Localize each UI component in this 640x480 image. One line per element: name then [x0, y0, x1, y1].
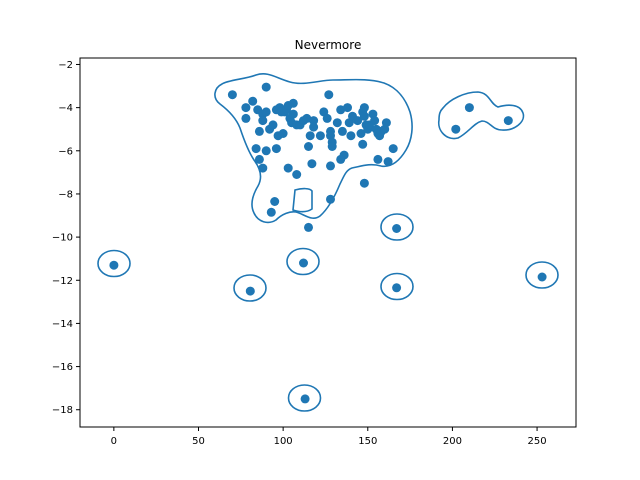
scatter-point	[451, 124, 461, 134]
contour-point-0	[97, 249, 131, 278]
scatter-point	[346, 131, 356, 141]
scatter-point	[370, 116, 380, 126]
x-tick-label: 150	[358, 436, 377, 447]
scatter-point	[254, 126, 264, 136]
scatter-point	[241, 113, 251, 123]
x-tick-label: 250	[528, 436, 547, 447]
scatter-point	[315, 131, 325, 141]
contour-point-6	[525, 261, 559, 289]
scatter-point	[258, 116, 268, 126]
scatter-point	[299, 258, 308, 268]
scatter-point	[288, 98, 298, 108]
scatter-point	[503, 116, 513, 126]
scatter-point	[261, 146, 271, 156]
contour-point-3	[287, 384, 322, 412]
contour-point-2	[286, 247, 320, 276]
contour-main-cluster	[214, 73, 413, 224]
scatter-point	[326, 194, 335, 204]
y-tick-label: −18	[52, 405, 73, 416]
scatter-point	[254, 154, 264, 164]
scatter-point	[307, 159, 317, 169]
x-tick-label: 100	[274, 436, 293, 447]
chart-title: Nevermore	[295, 38, 362, 52]
scatter-point	[356, 129, 366, 138]
scatter-point	[392, 224, 402, 233]
contour-point-4	[380, 213, 414, 241]
scatter-point	[292, 170, 302, 179]
scatter-point	[309, 116, 319, 126]
scatter-point	[337, 126, 347, 136]
x-tick-label: 200	[443, 436, 462, 447]
x-tick-label: 0	[111, 436, 117, 447]
scatter-points	[109, 82, 547, 404]
scatter-point	[327, 142, 337, 151]
scatter-point	[358, 139, 368, 149]
scatter-point	[268, 120, 278, 130]
scatter-point	[304, 222, 313, 232]
y-tick-label: −12	[52, 276, 73, 287]
y-tick-label: −2	[58, 60, 73, 71]
x-tick-label: 50	[192, 436, 205, 447]
scatter-point	[336, 154, 346, 164]
scatter-point	[251, 144, 261, 154]
scatter-point	[258, 163, 268, 173]
scatter-point	[381, 118, 391, 128]
scatter-point	[248, 96, 258, 106]
scatter-point	[353, 116, 363, 126]
scatter-point	[266, 207, 276, 217]
scatter-point	[245, 286, 255, 296]
scatter-point	[270, 197, 280, 206]
scatter-point	[304, 142, 313, 151]
scatter-point	[343, 103, 352, 113]
scatter-point	[302, 113, 312, 123]
scatter-point	[278, 129, 288, 138]
scatter-point	[383, 157, 393, 167]
scatter-point	[388, 144, 398, 154]
y-tick-label: −14	[52, 319, 73, 330]
scatter-point	[373, 154, 383, 164]
axis-ticks: 0 50 100 150 200 250 −18 −16 −14 −12 −10 −8 −6 −4 −2	[52, 60, 547, 447]
y-tick-label: −10	[52, 233, 73, 244]
contour-point-5	[380, 272, 414, 301]
y-tick-label: −4	[58, 103, 73, 114]
scatter-point	[537, 272, 547, 282]
scatter-point	[261, 82, 271, 92]
y-tick-label: −6	[58, 146, 73, 157]
y-tick-label: −8	[58, 189, 73, 200]
contour-inner-hole	[292, 187, 313, 213]
scatter-point	[241, 103, 251, 113]
contour-point-1	[233, 274, 267, 302]
scatter-point	[271, 144, 281, 154]
contour-layer	[97, 73, 559, 412]
scatter-point	[359, 178, 369, 188]
scatter-point	[359, 111, 369, 121]
scatter-point	[464, 103, 474, 113]
y-tick-label: −16	[52, 362, 73, 373]
scatter-point	[288, 109, 298, 119]
scatter-point	[326, 161, 335, 171]
scatter-point	[359, 103, 369, 113]
scatter-point	[109, 260, 119, 270]
scatter-point	[392, 283, 402, 293]
scatter-point	[283, 163, 293, 173]
scatter-point	[300, 394, 310, 404]
scatter-point	[322, 113, 332, 123]
scatter-point	[332, 118, 342, 128]
plot-frame	[79, 57, 577, 428]
scatter-point	[305, 131, 315, 141]
scatter-point	[227, 90, 237, 100]
scatter-point	[324, 90, 334, 100]
contour-right-cluster	[437, 91, 525, 140]
scatter-point	[336, 105, 346, 115]
scatter-point	[309, 122, 319, 132]
scatter-point	[261, 107, 271, 117]
